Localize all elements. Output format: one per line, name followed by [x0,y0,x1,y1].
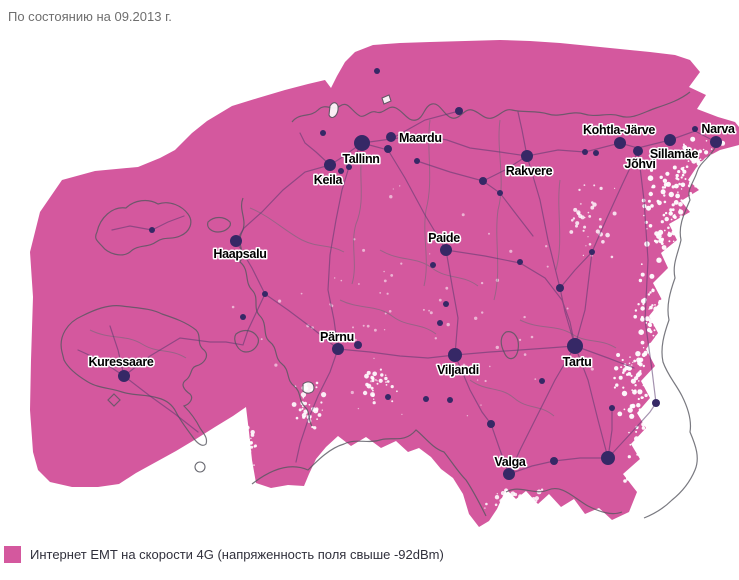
town-dot [593,150,599,156]
city-dot-kuressaare [118,370,130,382]
town-dot [384,145,392,153]
city-dot-paide [440,244,452,256]
city-dot-jõhvi [633,146,643,156]
town-dot [423,396,429,402]
city-label-jõhvi: Jõhvi [624,157,655,171]
city-label-kuressaare: Kuressaare [88,355,153,369]
city-dot-tallinn [354,135,370,151]
city-dot-viljandi [448,348,462,362]
town-dot [320,130,326,136]
city-label-paide: Paide [428,231,460,245]
town-dot [517,259,523,265]
coverage-map: Tallinn Maardu Keila Haapsalu Kuressaare Pärn… [30,40,739,527]
town-dot [338,168,344,174]
town-dot [430,262,436,268]
town-dot [589,249,595,255]
city-label-rakvere: Rakvere [506,164,553,178]
town-dot [346,164,352,170]
town-dot [556,284,564,292]
city-label-tartu: Tartu [563,355,592,369]
city-dot-keila [324,159,336,171]
city-dot-tartu [567,338,583,354]
city-dot-kohtla-järve [614,137,626,149]
town-dot [240,314,246,320]
town-dot [385,394,391,400]
city-dot-rakvere [521,150,533,162]
town-dot [262,291,268,297]
town-dot [582,149,588,155]
town-dot [609,405,615,411]
town-dot [374,68,380,74]
city-dot-valga [503,468,515,480]
coverage-map-container: Tallinn Maardu Keila Haapsalu Kuressaare Pärn… [0,28,739,540]
city-label-valga: Valga [494,455,527,469]
town-dot [601,451,615,465]
city-label-sillamäe: Sillamäe [650,147,699,161]
town-dot [443,301,449,307]
city-dot-pärnu [332,343,344,355]
town-dot [354,341,362,349]
city-label-keila: Keila [314,173,344,187]
city-dot-narva [710,136,722,148]
town-dot [487,420,495,428]
city-label-narva: Narva [701,122,736,136]
town-dot [414,158,420,164]
town-dot [539,378,545,384]
city-label-pärnu: Pärnu [320,330,354,344]
map-status-date: По состоянию на 09.2013 г. [8,9,172,24]
city-label-viljandi: Viljandi [437,363,479,377]
legend-color-swatch [4,546,21,563]
town-dot [497,190,503,196]
map-legend: Интернет EMT на скорости 4G (напряженнос… [0,540,739,563]
city-label-kohtla-järve: Kohtla-Järve [583,123,655,137]
town-dot [447,397,453,403]
town-dot [437,320,443,326]
town-dot [479,177,487,185]
city-label-tallinn: Tallinn [342,152,379,166]
city-dot-sillamäe [664,134,676,146]
town-dot [692,126,698,132]
city-dot-haapsalu [230,235,242,247]
town-dot [550,457,558,465]
legend-label: Интернет EMT на скорости 4G (напряженнос… [30,547,444,562]
city-label-haapsalu: Haapsalu [213,247,266,261]
town-dot [652,399,660,407]
city-label-maardu: Maardu [399,131,442,145]
town-dot [149,227,155,233]
city-dot-maardu [386,132,396,142]
town-dot [455,107,463,115]
